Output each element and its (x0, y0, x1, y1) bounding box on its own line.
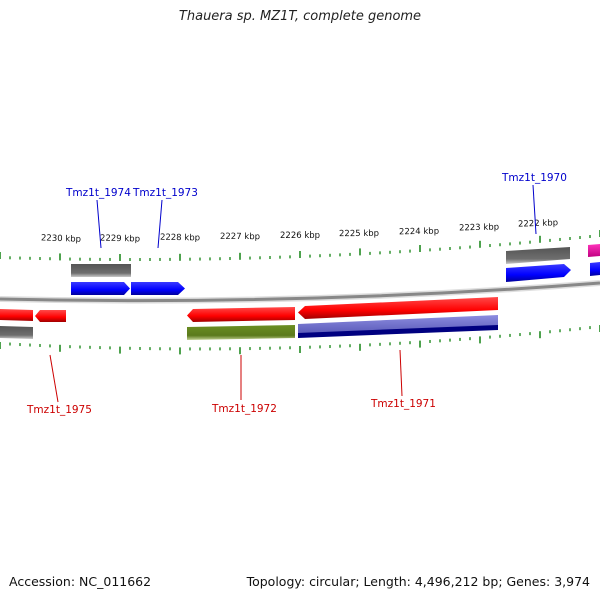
tick-label: 2230 kbp (41, 233, 81, 244)
tick-label: 2223 kbp (459, 222, 499, 233)
gene-feature-gray-left[interactable] (0, 326, 33, 339)
callout-line (532, 184, 537, 235)
tick-label: 2228 kbp (160, 233, 200, 244)
gene-labels: Tmz1t_1974 Tmz1t_1973 Tmz1t_1970 Tmz1t_1… (26, 172, 567, 416)
tick-label: 2226 kbp (280, 231, 320, 241)
gene-arrow-tmz1t-1970[interactable] (506, 264, 571, 282)
gene-arrow-edge-left[interactable] (0, 309, 33, 321)
accession-value: NC_011662 (79, 574, 152, 589)
gene-label[interactable]: Tmz1t_1975 (26, 404, 92, 416)
gene-label[interactable]: Tmz1t_1971 (370, 398, 436, 410)
gene-arrow-tmz1t-1971[interactable] (298, 297, 498, 319)
gene-feature-gray[interactable] (71, 264, 131, 277)
gene-callouts (49, 184, 537, 403)
tick-label: 2224 kbp (399, 227, 439, 238)
gene-label[interactable]: Tmz1t_1970 (501, 172, 567, 184)
callout-line (96, 199, 102, 249)
topology-value: circular (309, 574, 356, 589)
tick-label: 2229 kbp (100, 234, 140, 245)
tick-label: 2227 kbp (220, 232, 260, 242)
gene-arrow-tmz1t-1973[interactable] (131, 282, 185, 295)
genome-backbone-core (0, 281, 600, 303)
tick-label: 2225 kbp (339, 229, 379, 239)
tick-label: 2222 kbp (518, 218, 558, 229)
length-value: 4,496,212 bp (414, 574, 499, 589)
accession-info: Accession: NC_011662 (9, 574, 151, 589)
gene-feature-olive[interactable] (187, 325, 295, 340)
length-label: Length: (363, 574, 411, 589)
gene-arrow-tmz1t-1972[interactable] (187, 307, 295, 322)
gene-label[interactable]: Tmz1t_1973 (132, 187, 198, 199)
genes-value: 3,974 (554, 574, 590, 589)
gene-feature-navy[interactable] (298, 325, 498, 338)
gene-arrow-tmz1t-1974[interactable] (71, 282, 130, 295)
inner-tick-row (0, 325, 600, 355)
forward-strand-features (71, 244, 600, 295)
gene-feature-lavender[interactable] (298, 315, 498, 334)
genes-label: Genes: (506, 574, 551, 589)
genome-stats: Topology: circular; Length: 4,496,212 bp… (246, 574, 590, 589)
callout-line (157, 199, 163, 249)
gene-feature-magenta[interactable] (588, 244, 600, 257)
reverse-strand-features (0, 297, 498, 340)
topology-label: Topology: (246, 574, 306, 589)
callout-line (399, 349, 403, 397)
scale-labels: 2230 kbp 2229 kbp 2228 kbp 2227 kbp 2226… (41, 218, 558, 245)
gene-arrow-edge[interactable] (590, 262, 600, 276)
gene-feature-gray-right[interactable] (506, 247, 570, 264)
callout-line (49, 354, 59, 403)
outer-tick-row (0, 230, 600, 262)
gene-label[interactable]: Tmz1t_1974 (65, 187, 131, 199)
map-title: Thauera sp. MZ1T, complete genome (178, 9, 422, 24)
accession-label: Accession: (9, 574, 76, 589)
gene-arrow-tmz1t-1975[interactable] (35, 310, 66, 322)
gene-label[interactable]: Tmz1t_1972 (211, 403, 277, 415)
